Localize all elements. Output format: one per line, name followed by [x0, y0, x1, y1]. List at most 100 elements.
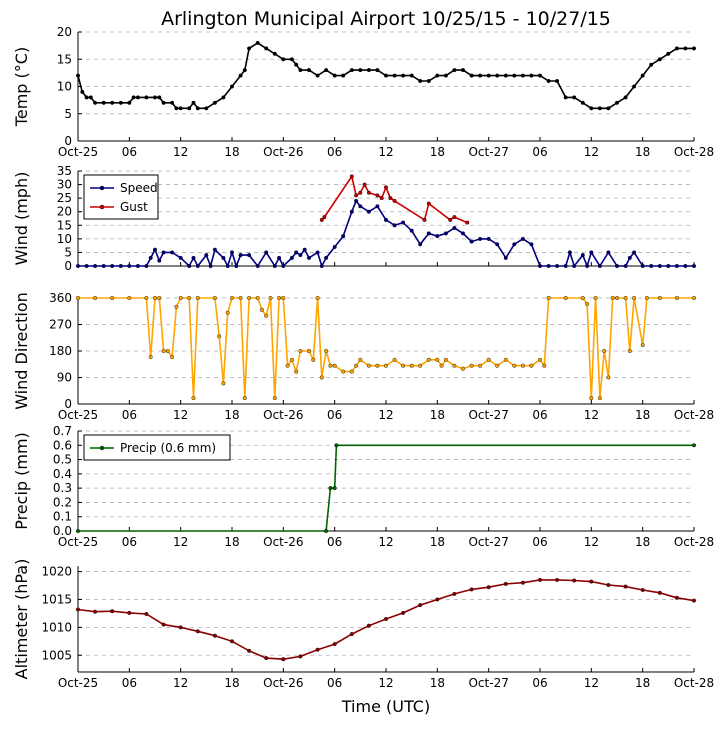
point-temp-0-46	[401, 73, 406, 78]
point-dir-0-73	[589, 396, 594, 401]
point-temp-0-32	[289, 57, 294, 62]
y-axis-label-wind: Wind (mph)	[12, 172, 31, 266]
xtick-label-alt-7: 18	[430, 676, 445, 690]
point-wind-0-57	[469, 239, 474, 244]
legend-marker-precip-0	[99, 445, 105, 451]
ytick-label-temp-1: 5	[64, 107, 72, 121]
point-temp-0-61	[529, 73, 534, 78]
point-dir-0-24	[255, 296, 260, 301]
y-axis-label-dir: Wind Direction	[12, 292, 31, 410]
point-temp-0-3	[88, 95, 93, 100]
point-wind-0-28	[264, 250, 269, 255]
point-wind-0-44	[358, 204, 363, 209]
point-temp-0-56	[486, 73, 491, 78]
point-wind-0-84	[674, 264, 679, 269]
point-temp-0-33	[294, 62, 299, 67]
point-wind-0-43	[354, 198, 359, 203]
point-temp-0-18	[187, 106, 192, 111]
ytick-label-precip-7: 0.7	[53, 424, 72, 438]
xtick-label-temp-1: 06	[122, 145, 137, 159]
point-wind-0-19	[208, 264, 213, 269]
panel-dir: 0 90 180 270 360 Oct-25 06 12 18 Oct-26 06 12 18 Oct-…	[12, 291, 714, 422]
point-wind-0-47	[384, 217, 389, 222]
point-alt-0-14	[315, 647, 320, 652]
xtick-label-alt-1: 06	[122, 676, 137, 690]
point-dir-0-72	[585, 301, 590, 306]
point-alt-0-15	[332, 642, 337, 647]
xtick-label-precip-8: Oct-27	[468, 535, 508, 549]
point-dir-0-32	[289, 357, 294, 362]
xtick-label-dir-2: 12	[173, 408, 188, 422]
point-wind-0-31	[281, 264, 286, 269]
point-wind-0-80	[640, 264, 645, 269]
xtick-label-precip-5: 06	[327, 535, 342, 549]
point-precip-0-2	[328, 486, 333, 491]
xtick-label-temp-12: Oct-28	[674, 145, 714, 159]
point-temp-0-58	[503, 73, 508, 78]
xtick-label-precip-12: Oct-28	[674, 535, 714, 549]
point-dir-0-70	[563, 296, 568, 301]
point-temp-0-54	[469, 73, 474, 78]
xtick-label-dir-0: Oct-25	[58, 408, 98, 422]
point-dir-0-29	[277, 296, 282, 301]
point-alt-0-33	[640, 588, 645, 593]
point-wind-1-3	[354, 193, 359, 198]
ytick-label-temp-2: 10	[57, 80, 72, 94]
point-wind-0-6	[127, 264, 132, 269]
point-wind-0-5	[118, 264, 123, 269]
point-wind-0-58	[478, 236, 483, 241]
point-alt-0-16	[349, 632, 354, 637]
point-dir-0-39	[324, 349, 329, 354]
point-wind-0-16	[191, 255, 196, 260]
xtick-label-dir-1: 06	[122, 408, 137, 422]
series-line-wind-0	[78, 199, 694, 269]
point-dir-0-9	[165, 349, 170, 354]
point-dir-0-77	[606, 375, 611, 380]
point-dir-0-31	[285, 363, 290, 368]
point-alt-0-22	[452, 591, 457, 596]
point-dir-0-52	[418, 363, 423, 368]
point-temp-0-6	[110, 100, 115, 105]
point-temp-0-21	[204, 106, 209, 111]
point-wind-0-33	[294, 250, 299, 255]
point-wind-0-61	[503, 255, 508, 260]
point-wind-0-70	[572, 264, 577, 269]
point-dir-0-16	[212, 296, 217, 301]
point-precip-0-5	[692, 443, 697, 448]
xtick-label-precip-1: 06	[122, 535, 137, 549]
xtick-label-alt-12: Oct-28	[674, 676, 714, 690]
point-temp-0-51	[443, 73, 448, 78]
point-wind-0-7	[135, 264, 140, 269]
point-wind-0-17	[195, 264, 200, 269]
xtick-label-temp-6: 12	[378, 145, 393, 159]
ytick-label-alt-2: 1015	[41, 592, 72, 606]
point-wind-0-56	[461, 231, 466, 236]
point-wind-0-50	[409, 228, 414, 233]
point-alt-0-2	[110, 609, 115, 614]
point-alt-0-7	[195, 629, 200, 634]
point-dir-0-68	[542, 363, 547, 368]
point-wind-0-38	[319, 264, 324, 269]
ytick-label-temp-0: 0	[64, 134, 72, 148]
point-wind-0-40	[332, 244, 337, 249]
xtick-label-alt-0: Oct-25	[58, 676, 98, 690]
point-wind-0-74	[597, 264, 602, 269]
point-temp-0-73	[632, 84, 637, 89]
point-wind-0-8	[144, 264, 149, 269]
xtick-label-dir-7: 18	[430, 408, 445, 422]
point-temp-0-27	[247, 46, 252, 51]
point-dir-0-64	[512, 363, 517, 368]
point-temp-0-71	[615, 100, 620, 105]
point-alt-0-34	[657, 590, 662, 595]
ytick-label-wind-1: 5	[64, 245, 72, 259]
point-dir-0-36	[311, 357, 316, 362]
xtick-label-precip-3: 18	[224, 535, 239, 549]
point-temp-0-1	[80, 89, 85, 94]
point-wind-1-14	[448, 217, 453, 222]
point-alt-0-5	[161, 622, 166, 627]
point-temp-0-76	[657, 57, 662, 62]
xtick-label-dir-10: 12	[584, 408, 599, 422]
point-dir-0-27	[268, 296, 273, 301]
xtick-label-alt-2: 12	[173, 676, 188, 690]
